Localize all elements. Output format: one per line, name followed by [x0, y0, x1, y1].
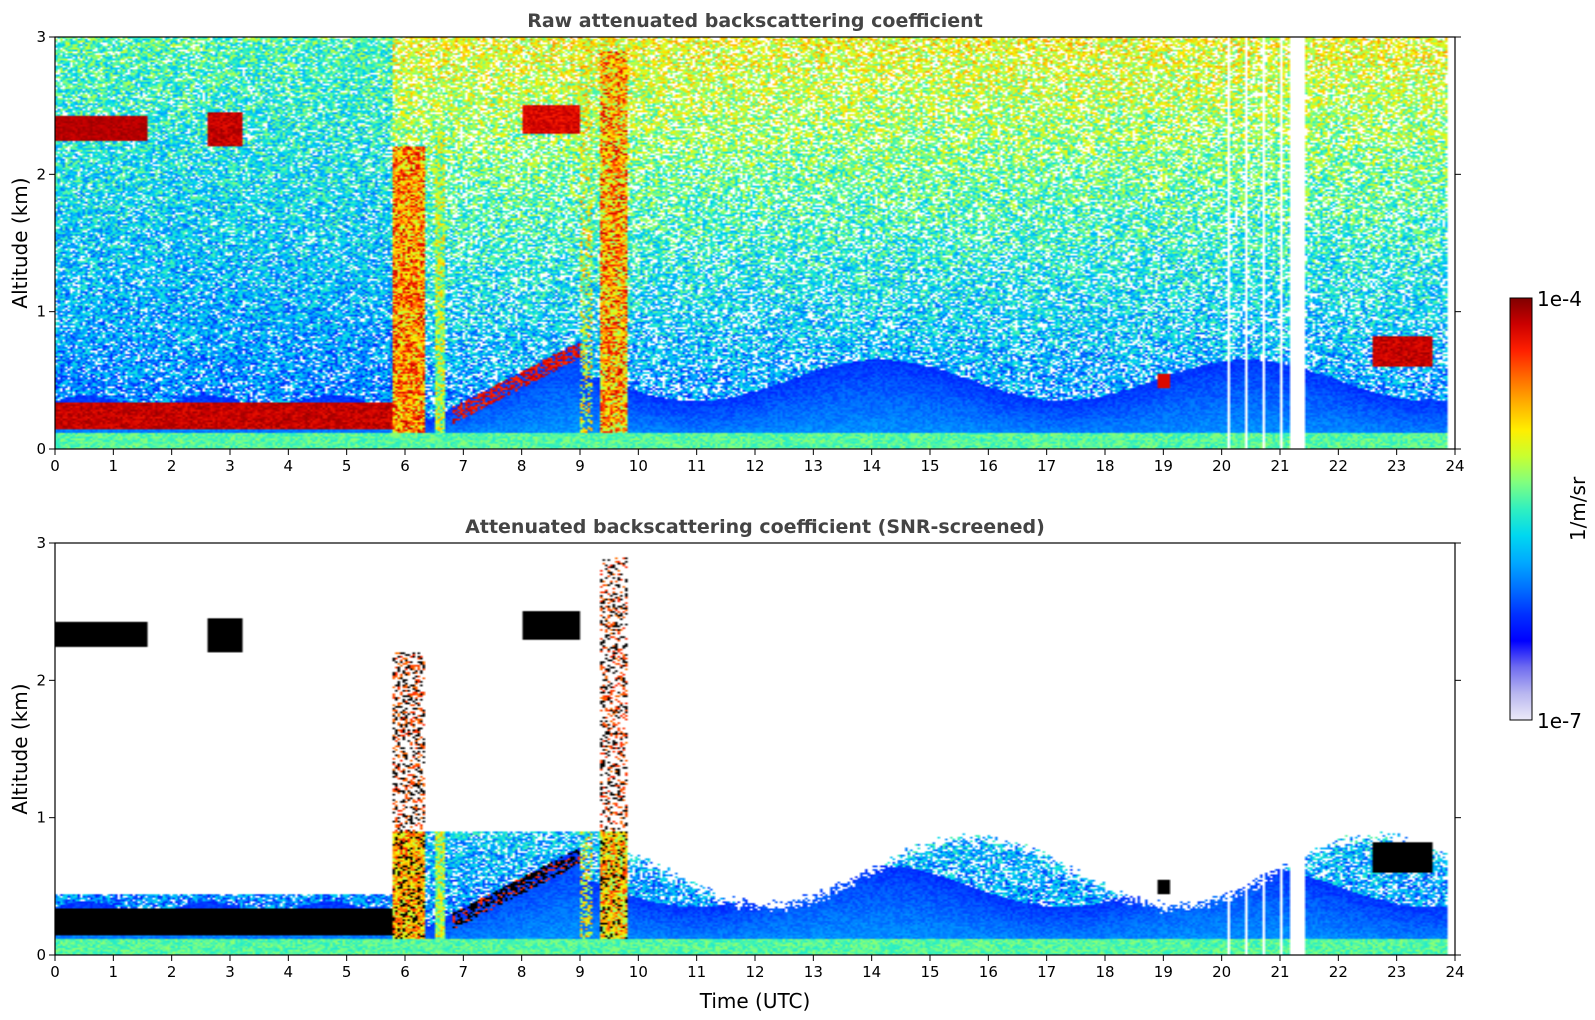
- panel-screened: Attenuated backscattering coefficient (S…: [8, 516, 1465, 1013]
- x-tick-label: 14: [862, 963, 881, 981]
- x-tick-label: 3: [225, 457, 235, 475]
- x-tick-label: 3: [225, 963, 235, 981]
- colorbar-min-label: 1e-7: [1537, 709, 1582, 733]
- x-tick-label: 10: [629, 963, 648, 981]
- colorbar-gradient: [1509, 297, 1533, 721]
- x-tick-label: 2: [167, 457, 177, 475]
- x-tick-label: 16: [979, 963, 998, 981]
- x-tick-label: 16: [979, 457, 998, 475]
- raw-chart-title: Raw attenuated backscattering coefficien…: [527, 10, 983, 32]
- colorbar: 1e-4 1e-7 1/m/sr: [1509, 287, 1590, 733]
- x-tick-label: 7: [459, 963, 469, 981]
- x-tick-label: 6: [400, 963, 410, 981]
- x-tick-label: 23: [1387, 457, 1406, 475]
- colorbar-label: 1/m/sr: [1566, 476, 1590, 541]
- screened-ylabel: Altitude (km): [8, 683, 32, 814]
- x-tick-label: 1: [109, 457, 119, 475]
- screened-axes: 0 1 2 3 4 5 6 7 8 9 10 11 12 13 14 15 16 17 18 19 20 21 22 23 24…: [36, 534, 1464, 981]
- x-tick-label: 11: [687, 963, 706, 981]
- x-tick-label: 18: [1095, 963, 1114, 981]
- y-tick-label: 3: [36, 28, 46, 46]
- x-tick-label: 22: [1329, 457, 1348, 475]
- x-tick-label: 19: [1154, 457, 1173, 475]
- x-tick-label: 2: [167, 963, 177, 981]
- x-tick-label: 4: [284, 963, 294, 981]
- x-tick-label: 12: [745, 457, 764, 475]
- x-tick-label: 19: [1154, 963, 1173, 981]
- x-tick-label: 17: [1037, 457, 1056, 475]
- x-tick-label: 5: [342, 963, 352, 981]
- x-tick-label: 11: [687, 457, 706, 475]
- x-tick-label: 7: [459, 457, 469, 475]
- x-tick-label: 20: [1212, 963, 1231, 981]
- x-tick-label: 21: [1270, 457, 1289, 475]
- raw-heatmap-image: [55, 37, 1455, 449]
- x-tick-label: 15: [920, 457, 939, 475]
- x-tick-label: 14: [862, 457, 881, 475]
- x-tick-label: 8: [517, 457, 527, 475]
- x-tick-label: 9: [575, 457, 585, 475]
- xlabel: Time (UTC): [699, 989, 811, 1013]
- y-tick-label: 0: [36, 946, 46, 964]
- x-tick-label: 9: [575, 963, 585, 981]
- x-tick-label: 1: [109, 963, 119, 981]
- y-tick-label: 2: [36, 165, 46, 183]
- x-tick-label: 22: [1329, 963, 1348, 981]
- raw-ylabel: Altitude (km): [8, 177, 32, 308]
- y-tick-label: 2: [36, 671, 46, 689]
- y-tick-label: 1: [36, 809, 46, 827]
- x-tick-label: 12: [745, 963, 764, 981]
- x-tick-label: 0: [50, 457, 60, 475]
- x-tick-label: 13: [804, 457, 823, 475]
- x-tick-label: 4: [284, 457, 294, 475]
- y-tick-label: 0: [36, 440, 46, 458]
- raw-axes: 0 1 2 3 4 5 6 7 8 9 10 11 12 13 14 15 16 17 18 19 20 21 22 23 24…: [36, 28, 1464, 475]
- x-tick-label: 18: [1095, 457, 1114, 475]
- x-tick-label: 5: [342, 457, 352, 475]
- x-tick-label: 15: [920, 963, 939, 981]
- panel-raw: Raw attenuated backscattering coefficien…: [8, 10, 1465, 475]
- screened-heatmap-image: [55, 543, 1455, 955]
- x-tick-label: 23: [1387, 963, 1406, 981]
- x-tick-label: 24: [1445, 457, 1464, 475]
- x-tick-label: 21: [1270, 963, 1289, 981]
- x-tick-label: 24: [1445, 963, 1464, 981]
- screened-chart-title: Attenuated backscattering coefficient (S…: [465, 516, 1045, 538]
- y-tick-label: 1: [36, 303, 46, 321]
- x-tick-label: 10: [629, 457, 648, 475]
- x-tick-label: 8: [517, 963, 527, 981]
- x-tick-label: 20: [1212, 457, 1231, 475]
- x-tick-label: 13: [804, 963, 823, 981]
- x-tick-label: 6: [400, 457, 410, 475]
- x-tick-label: 0: [50, 963, 60, 981]
- x-tick-label: 17: [1037, 963, 1056, 981]
- y-tick-label: 3: [36, 534, 46, 552]
- colorbar-max-label: 1e-4: [1537, 287, 1582, 311]
